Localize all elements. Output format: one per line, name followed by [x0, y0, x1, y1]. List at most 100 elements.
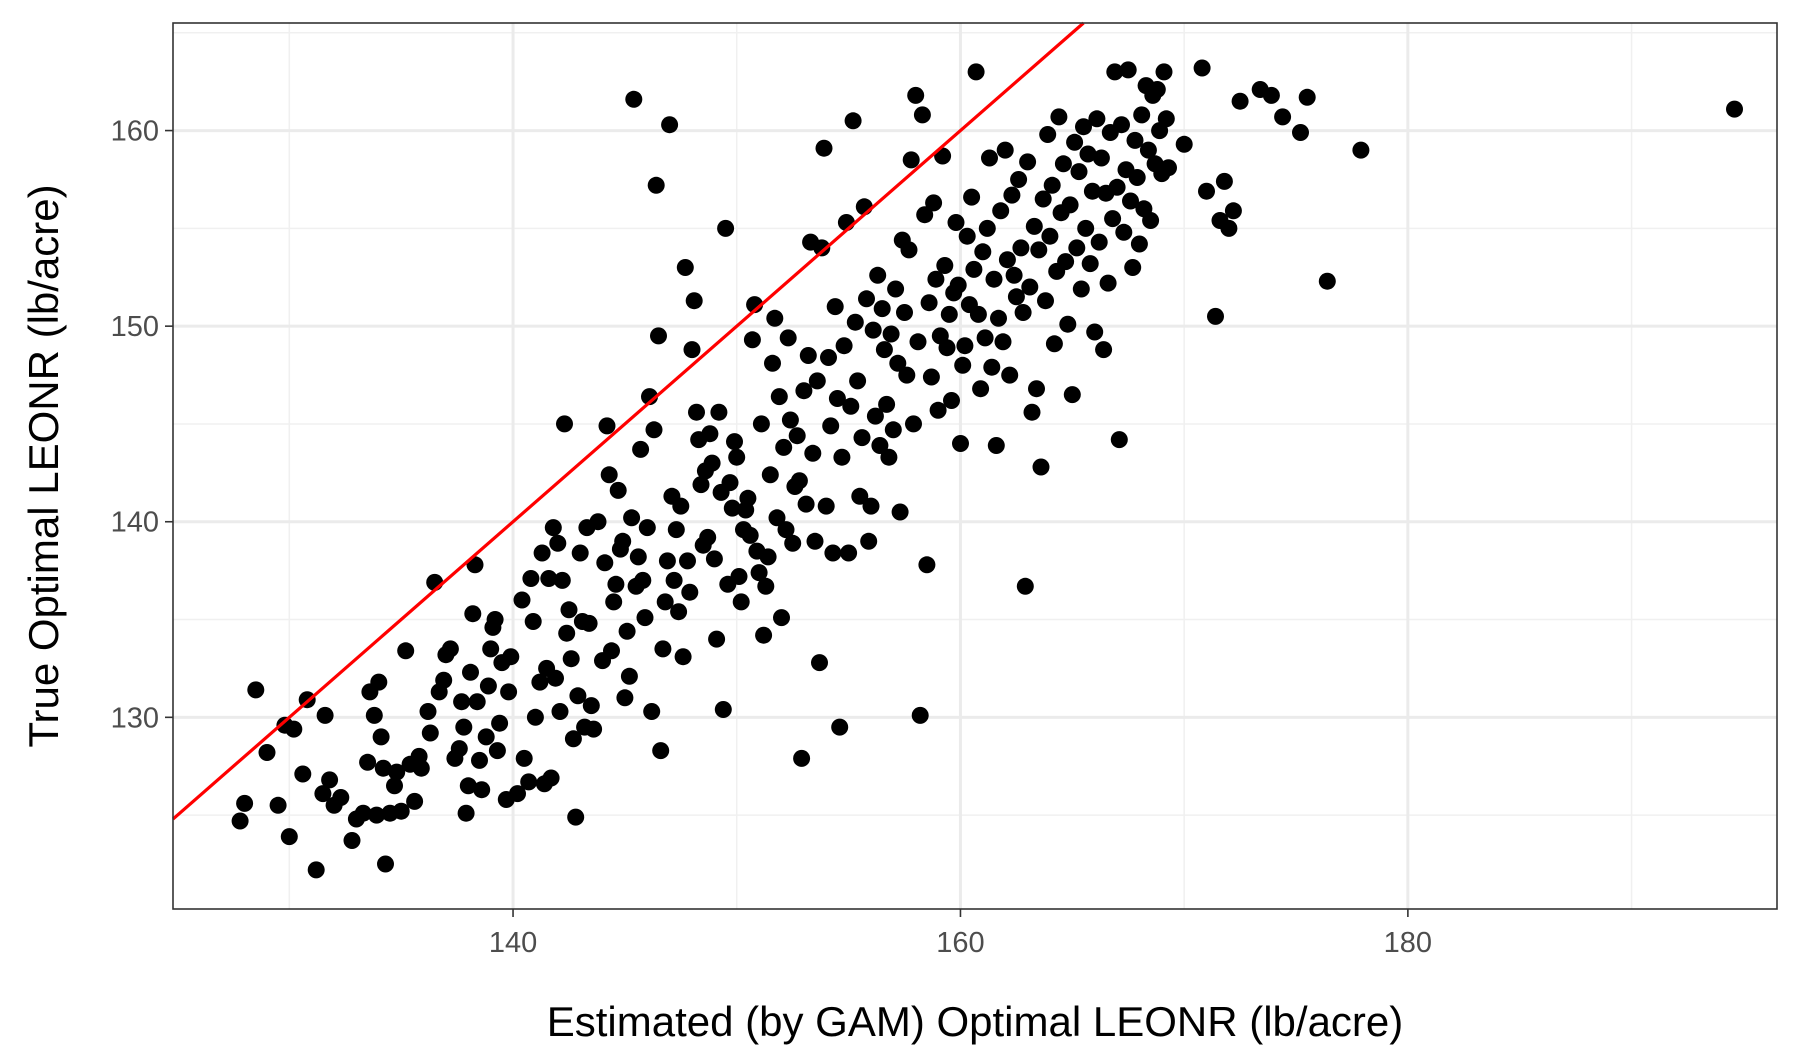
data-point	[1039, 126, 1057, 143]
data-point	[522, 570, 540, 587]
data-point	[368, 806, 386, 824]
data-point	[670, 603, 688, 621]
data-point	[526, 708, 544, 726]
data-point	[547, 669, 564, 687]
data-point	[524, 613, 542, 630]
data-point	[620, 667, 638, 685]
data-point	[978, 219, 996, 237]
data-point	[873, 300, 891, 318]
data-point	[316, 706, 334, 724]
data-point	[969, 305, 987, 323]
data-point	[509, 785, 526, 803]
data-point	[858, 290, 875, 308]
data-point	[875, 341, 893, 359]
data-point	[589, 513, 607, 531]
data-point	[231, 812, 249, 830]
x-tick-label: 180	[1384, 927, 1432, 959]
data-point	[920, 294, 938, 312]
data-point	[773, 609, 790, 627]
data-point	[916, 206, 934, 224]
data-point	[927, 270, 945, 288]
data-point	[609, 481, 627, 499]
data-point	[918, 556, 936, 574]
x-axis-ticks: 140 160 180	[489, 909, 1432, 959]
data-point	[757, 577, 775, 595]
data-point	[1092, 149, 1110, 167]
data-point	[862, 497, 880, 515]
data-point	[795, 382, 813, 400]
data-point	[1079, 145, 1097, 163]
data-point	[849, 372, 867, 390]
data-point	[938, 339, 956, 357]
data-point	[661, 116, 679, 134]
data-point	[605, 593, 623, 611]
data-point	[1012, 239, 1030, 257]
data-point	[473, 781, 491, 799]
data-point	[397, 642, 415, 660]
data-point	[1014, 304, 1032, 321]
data-point	[544, 519, 562, 537]
data-point	[882, 325, 900, 343]
data-point	[1083, 182, 1101, 200]
data-point	[851, 487, 869, 505]
data-point	[790, 472, 808, 490]
data-point	[1050, 108, 1068, 126]
data-point	[1045, 335, 1063, 353]
data-point	[1352, 141, 1370, 159]
data-point	[983, 358, 1001, 376]
data-point	[685, 292, 703, 310]
data-point	[752, 415, 770, 433]
data-point	[603, 642, 620, 660]
data-point	[844, 112, 862, 130]
data-point	[533, 544, 551, 562]
data-point	[1034, 190, 1052, 208]
data-point	[705, 550, 723, 568]
data-point	[1061, 196, 1079, 214]
data-point	[990, 309, 1007, 327]
data-point	[909, 333, 927, 351]
plot-panel	[173, 23, 1777, 909]
data-point	[596, 554, 614, 572]
data-point	[307, 861, 325, 879]
data-point	[343, 832, 361, 849]
data-point	[482, 640, 500, 658]
data-point	[963, 188, 981, 206]
data-point	[1115, 223, 1133, 241]
data-point	[388, 763, 406, 781]
data-point	[755, 626, 773, 644]
data-point	[667, 521, 685, 539]
data-point	[558, 624, 576, 642]
data-point	[871, 437, 889, 454]
data-point	[258, 744, 276, 761]
data-point	[797, 495, 815, 513]
data-point	[1099, 274, 1117, 292]
data-point	[703, 454, 721, 472]
data-point	[1139, 141, 1157, 159]
y-axis-title: True Optimal LEONR (lb/acre)	[20, 184, 67, 747]
data-point	[996, 141, 1014, 159]
data-point	[1028, 380, 1045, 398]
data-point	[676, 259, 694, 276]
data-point	[479, 677, 497, 695]
data-point	[1030, 241, 1048, 259]
data-point	[699, 528, 717, 546]
data-point	[392, 802, 410, 820]
data-point	[1075, 118, 1092, 136]
data-point	[1041, 227, 1059, 245]
data-point	[1128, 169, 1146, 186]
data-point	[714, 701, 732, 718]
data-point	[1077, 219, 1095, 237]
data-point	[370, 673, 388, 691]
data-point	[585, 720, 603, 738]
data-point	[564, 730, 582, 748]
data-point	[1090, 233, 1108, 251]
data-point	[674, 648, 692, 666]
data-point	[1110, 431, 1128, 449]
data-point	[641, 388, 658, 406]
data-point	[1198, 182, 1215, 200]
data-point	[846, 313, 864, 331]
reference-line-group	[171, 21, 1085, 821]
data-point	[247, 681, 265, 699]
data-point	[889, 354, 907, 372]
data-point	[808, 372, 826, 390]
